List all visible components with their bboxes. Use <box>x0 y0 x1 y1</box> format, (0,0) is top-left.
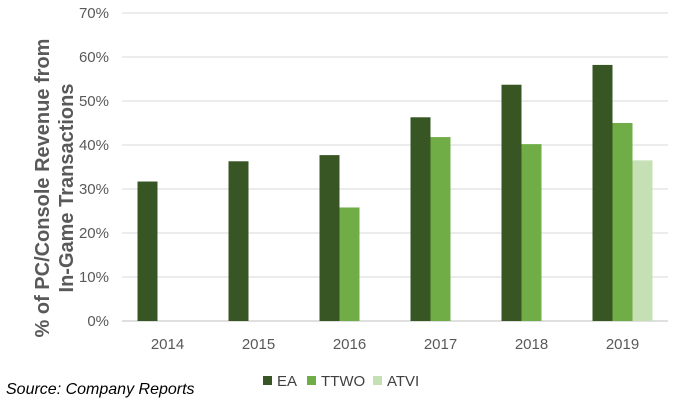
bar-atvi-2019 <box>632 160 653 321</box>
bars <box>137 64 653 322</box>
y-tick-label: 30% <box>79 181 109 198</box>
x-tick-label: 2019 <box>606 336 639 353</box>
y-tick-label: 60% <box>79 49 109 66</box>
gridlines <box>122 12 668 322</box>
legend-swatch-ttwo <box>307 376 316 385</box>
legend-swatch-atvi <box>373 376 382 385</box>
bar-ttwo-2017 <box>430 137 451 321</box>
source-note: Source: Company Reports <box>6 381 195 398</box>
bar-ea-2019 <box>592 64 613 322</box>
y-axis-title-line-2: In-Game Transactions <box>56 84 78 293</box>
bar-ea-2018 <box>501 84 522 321</box>
y-tick-label: 0% <box>87 313 109 330</box>
legend-label-atvi: ATVI <box>387 373 419 390</box>
y-axis-title: % of PC/Console Revenue from In-Game Tra… <box>32 39 78 338</box>
y-tick-label: 20% <box>79 225 109 242</box>
bar-ea-2015 <box>228 161 249 321</box>
y-tick-label: 50% <box>79 93 109 110</box>
bar-ea-2014 <box>137 181 158 321</box>
x-tick-label: 2016 <box>333 336 366 353</box>
bar-ttwo-2016 <box>339 207 360 321</box>
legend-label-ttwo: TTWO <box>321 373 365 390</box>
legend: EA TTWO ATVI <box>263 373 419 390</box>
y-tick-label: 40% <box>79 137 109 154</box>
legend-swatch-ea <box>263 376 272 385</box>
y-tick-label: 70% <box>79 5 109 22</box>
bar-ttwo-2019 <box>612 123 633 321</box>
x-tick-label: 2017 <box>424 336 457 353</box>
bar-ttwo-2018 <box>521 144 542 321</box>
bar-ea-2017 <box>410 117 431 321</box>
x-axis-ticks: 2014 2015 2016 2017 2018 2019 <box>151 336 639 353</box>
y-tick-label: 10% <box>79 269 109 286</box>
y-axis-ticks: 0% 10% 20% 30% 40% 50% 60% 70% <box>79 5 109 330</box>
x-tick-label: 2018 <box>515 336 548 353</box>
x-tick-label: 2014 <box>151 336 184 353</box>
y-axis-title-line-1: % of PC/Console Revenue from <box>32 39 54 338</box>
x-tick-label: 2015 <box>242 336 275 353</box>
legend-label-ea: EA <box>277 373 297 390</box>
bar-ea-2016 <box>319 155 340 321</box>
